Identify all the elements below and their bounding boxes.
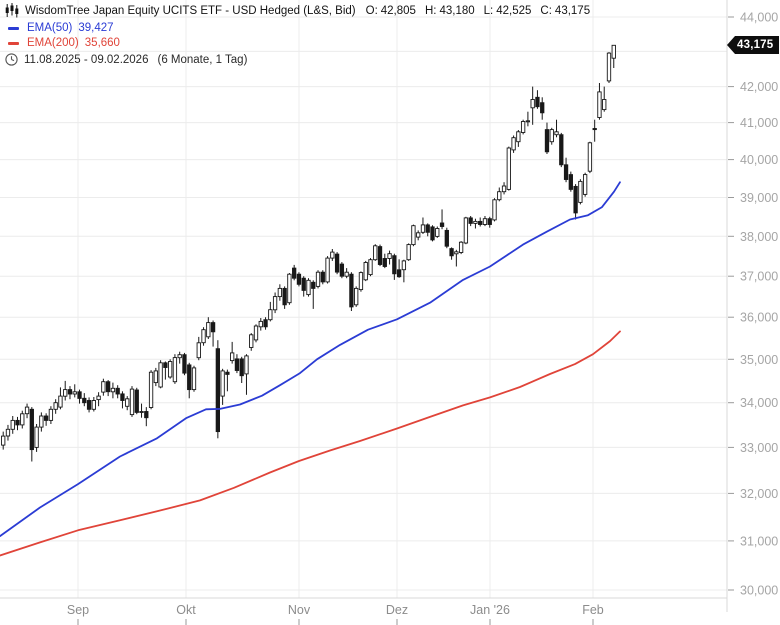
instrument-title: WisdomTree Japan Equity UCITS ETF - USD … (25, 4, 356, 17)
svg-text:34,000: 34,000 (740, 396, 778, 410)
legend-item-ema200[interactable]: EMA(200) 35,660 (8, 37, 120, 49)
ema200-label: EMA(200) (27, 37, 79, 49)
close-value: C: 43,175 (540, 4, 591, 17)
legend-item-ema50[interactable]: EMA(50) 39,427 (8, 22, 114, 34)
svg-text:38,000: 38,000 (740, 230, 778, 244)
svg-text:44,000: 44,000 (740, 11, 778, 25)
open-value: O: 42,805 (365, 4, 416, 17)
svg-text:Feb: Feb (582, 603, 604, 617)
high-value: H: 43,180 (424, 4, 475, 17)
ema200-color-dash (8, 41, 19, 45)
svg-text:40,000: 40,000 (740, 153, 778, 167)
svg-text:Jan '26: Jan '26 (470, 603, 510, 617)
svg-text:Sep: Sep (67, 603, 89, 617)
date-range-detail: (6 Monate, 1 Tag) (157, 53, 248, 66)
svg-text:37,000: 37,000 (740, 270, 778, 284)
svg-text:Nov: Nov (288, 603, 311, 617)
last-price-tag: 43,175 (727, 36, 780, 55)
svg-text:41,000: 41,000 (740, 116, 778, 130)
svg-text:36,000: 36,000 (740, 311, 778, 325)
tag-price-label: 43,175 (735, 36, 780, 55)
ema50-label: EMA(50) (27, 22, 73, 34)
tag-arrow-icon (727, 36, 735, 55)
ema200-value: 35,660 (84, 37, 120, 49)
chart-header: WisdomTree Japan Equity UCITS ETF - USD … (5, 3, 599, 18)
svg-text:35,000: 35,000 (740, 353, 778, 367)
svg-text:Dez: Dez (386, 603, 408, 617)
ema50-value: 39,427 (78, 22, 114, 34)
svg-text:30,000: 30,000 (740, 584, 778, 598)
svg-text:Okt: Okt (176, 603, 196, 617)
svg-text:33,000: 33,000 (740, 441, 778, 455)
date-range-row[interactable]: 11.08.2025 - 09.02.2026 (6 Monate, 1 Tag… (5, 53, 247, 66)
ema50-color-dash (8, 26, 19, 30)
clock-icon (5, 53, 18, 66)
svg-text:42,000: 42,000 (740, 80, 778, 94)
low-value: L: 42,525 (483, 4, 532, 17)
svg-text:39,000: 39,000 (740, 191, 778, 205)
date-range-text: 11.08.2025 - 09.02.2026 (24, 53, 149, 66)
svg-text:31,000: 31,000 (740, 534, 778, 548)
candlestick-icon (5, 3, 19, 18)
svg-text:32,000: 32,000 (740, 487, 778, 501)
